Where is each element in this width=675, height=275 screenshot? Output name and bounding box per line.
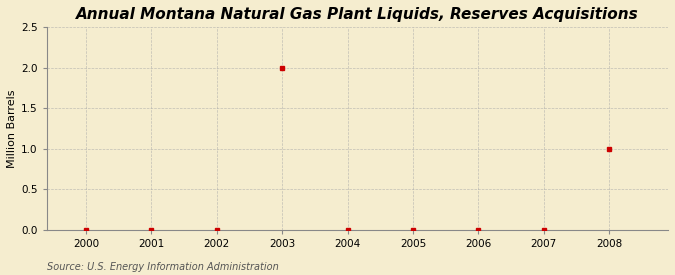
Text: Source: U.S. Energy Information Administration: Source: U.S. Energy Information Administ… [47, 262, 279, 272]
Title: Annual Montana Natural Gas Plant Liquids, Reserves Acquisitions: Annual Montana Natural Gas Plant Liquids… [76, 7, 639, 22]
Y-axis label: Million Barrels: Million Barrels [7, 89, 17, 168]
